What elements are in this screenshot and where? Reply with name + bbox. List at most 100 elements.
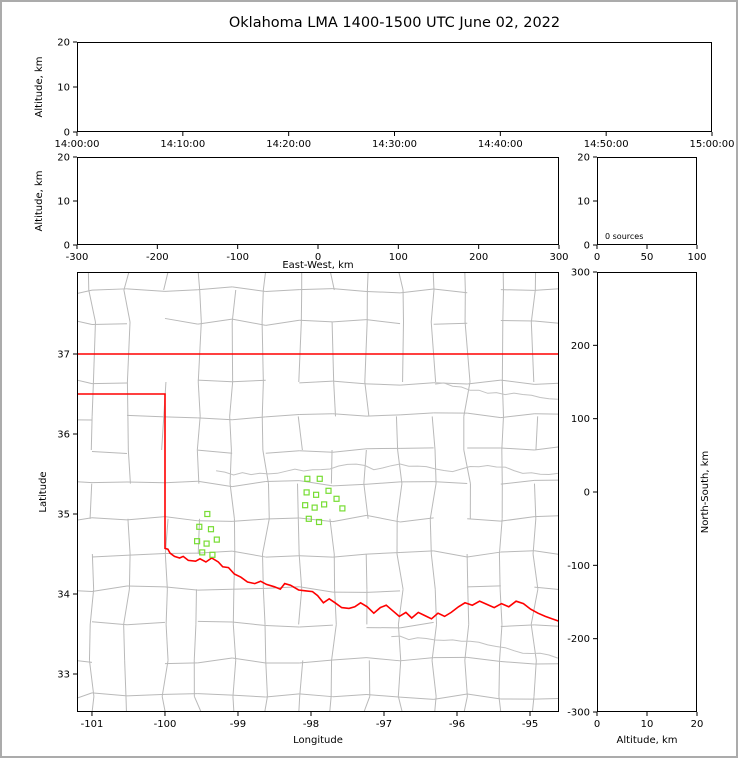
lma-station-marker xyxy=(203,540,210,547)
county-line xyxy=(500,379,535,385)
county-line xyxy=(261,416,264,451)
ew-axis-tick-label: -200 xyxy=(146,252,169,263)
county-line xyxy=(195,589,197,625)
source-count-annotation: 0 sources xyxy=(605,232,643,241)
county-line xyxy=(433,693,468,700)
ns-alt-axis-tick-label: 10 xyxy=(641,719,654,730)
ew-axis-tick-label: -300 xyxy=(66,252,89,263)
county-line xyxy=(532,553,539,590)
county-line xyxy=(77,320,93,326)
county-line xyxy=(434,589,438,625)
county-line xyxy=(332,657,367,661)
county-line xyxy=(532,518,537,555)
lma-station-marker xyxy=(321,501,328,508)
county-line xyxy=(467,585,501,588)
lma-station-marker xyxy=(213,536,220,543)
county-line xyxy=(534,586,559,591)
county-line xyxy=(197,657,233,664)
county-line xyxy=(229,381,234,417)
county-line xyxy=(164,693,198,695)
county-line xyxy=(400,288,434,294)
county-line xyxy=(366,551,401,555)
county-line xyxy=(265,660,268,697)
ns-axis-tick-label: 200 xyxy=(571,341,590,352)
ns-xlabel: Altitude, km xyxy=(617,735,678,746)
county-line xyxy=(126,621,166,626)
county-line xyxy=(164,480,198,484)
county-line xyxy=(264,696,268,712)
county-line xyxy=(299,288,333,291)
county-line xyxy=(232,621,266,627)
county-line xyxy=(500,550,535,553)
county-line xyxy=(164,289,198,292)
county-line xyxy=(366,272,369,291)
ew-axis-tick-label: 100 xyxy=(389,252,408,263)
county-line xyxy=(366,590,401,593)
time-axis-tick-label: 14:20:00 xyxy=(266,139,311,150)
county-line xyxy=(299,624,333,628)
county-line xyxy=(161,696,166,712)
map-layer xyxy=(77,272,559,712)
county-line xyxy=(397,589,404,625)
county-line xyxy=(500,479,535,485)
county-line xyxy=(499,589,503,625)
county-line xyxy=(77,517,93,521)
county-line xyxy=(332,319,367,323)
ew-xlabel: East-West, km xyxy=(282,260,353,271)
county-line xyxy=(467,412,501,419)
county-line xyxy=(261,289,264,323)
county-line xyxy=(165,589,168,625)
county-line xyxy=(232,481,266,488)
county-line xyxy=(433,550,468,558)
county-line xyxy=(534,624,559,627)
county-line xyxy=(262,272,267,291)
county-line xyxy=(128,553,131,590)
county-line xyxy=(197,620,233,623)
county-line xyxy=(400,382,434,386)
county-line xyxy=(232,318,266,326)
th-alt-axis-tick-label: 20 xyxy=(57,38,70,49)
county-line xyxy=(299,413,333,415)
county-line xyxy=(466,553,469,590)
lma-station-marker xyxy=(304,475,311,482)
lma-station-marker xyxy=(207,526,215,533)
county-line xyxy=(262,553,264,590)
county-line xyxy=(91,481,128,484)
county-line xyxy=(500,289,535,291)
county-line xyxy=(463,449,471,484)
county-line xyxy=(499,624,503,661)
ew-alt-axis-tick-label: 0 xyxy=(64,241,70,252)
county-line xyxy=(332,693,367,698)
ew-axis-tick-label: 200 xyxy=(469,252,488,263)
county-line xyxy=(434,449,437,484)
time-axis-tick-label: 15:00:00 xyxy=(690,139,735,150)
county-line xyxy=(530,321,535,383)
ew-axis-tick-label: 0 xyxy=(315,252,321,263)
county-line xyxy=(231,289,237,323)
ew-alt-axis-tick-label: 20 xyxy=(57,153,70,164)
county-line xyxy=(232,518,266,522)
county-line xyxy=(91,381,94,417)
county-line xyxy=(433,288,468,294)
county-line xyxy=(400,412,434,416)
lon-axis-tick-label: -96 xyxy=(449,719,465,730)
lma-station-marker xyxy=(339,505,346,512)
county-line xyxy=(265,413,300,418)
lon-axis-tick-label: -99 xyxy=(230,719,246,730)
county-line xyxy=(77,289,93,295)
county-line xyxy=(430,553,436,590)
lat-axis-tick-label: 33 xyxy=(57,670,70,681)
county-line xyxy=(500,516,535,522)
lma-station-marker xyxy=(316,475,323,482)
county-line xyxy=(534,446,559,451)
hist-axis-tick-label: 50 xyxy=(641,252,654,263)
lon-axis-tick-label: -98 xyxy=(303,719,319,730)
county-line xyxy=(463,381,471,417)
county-line xyxy=(91,450,128,454)
county-line xyxy=(91,517,128,521)
county-line xyxy=(534,382,559,385)
lma-station-marker xyxy=(302,502,309,509)
county-line xyxy=(265,517,300,520)
county-line xyxy=(197,321,202,383)
county-line xyxy=(229,483,235,519)
